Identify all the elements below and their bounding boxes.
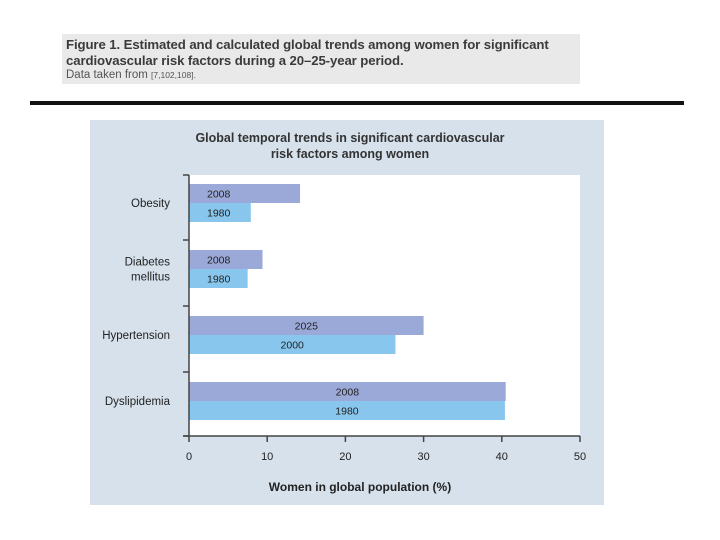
figure-caption-source: Data taken from [7,102,108]. <box>66 69 196 81</box>
category-label: mellitus <box>131 272 170 284</box>
chart-title-line-2: risk factors among women <box>270 147 430 161</box>
x-tick-label: 50 <box>574 451 586 463</box>
bar-diabetes-mellitus-1980 <box>189 269 248 288</box>
x-tick-label: 10 <box>261 451 273 463</box>
bar-year-label: 1980 <box>207 274 231 286</box>
category-label: Dyslipidemia <box>105 396 171 408</box>
bar-year-label: 2008 <box>207 189 231 201</box>
bar-dyslipidemia-1980 <box>189 401 505 420</box>
bar-hypertension-2000 <box>189 335 396 354</box>
bar-year-label: 1980 <box>207 208 231 220</box>
bar-obesity-2008 <box>189 184 301 203</box>
bar-chart: 2008 1980 Obesity 2008 1980 Diabetes mellitus 2… <box>102 174 586 463</box>
x-tick-label: 0 <box>186 451 192 463</box>
horizontal-divider <box>30 101 684 105</box>
bar-year-label: 2025 <box>295 321 319 333</box>
bar-diabetes-mellitus-2008 <box>189 250 263 269</box>
chart-title-line-1: Global temporal trends in significant ca… <box>195 131 505 145</box>
figure-caption-title: Figure 1. Estimated and calculated globa… <box>66 37 549 68</box>
bar-year-label: 2008 <box>207 255 231 267</box>
x-tick-label: 20 <box>339 451 351 463</box>
bar-year-label: 2000 <box>281 340 305 352</box>
category-label: Diabetes <box>125 257 171 269</box>
category-label: Obesity <box>131 198 170 210</box>
chart-panel: Global temporal trends in significant ca… <box>90 120 604 505</box>
x-axis-label: Women in global population (%) <box>268 480 452 494</box>
bar-year-label: 1980 <box>335 406 359 418</box>
bar-hypertension-2025 <box>189 316 424 335</box>
chart-title: Global temporal trends in significant ca… <box>180 120 520 162</box>
bar-obesity-1980 <box>189 203 251 222</box>
bar-dyslipidemia-2008 <box>189 382 506 401</box>
x-tick-label: 30 <box>417 451 429 463</box>
category-label: Hypertension <box>102 330 170 342</box>
caption-source-prefix: Data taken from <box>66 69 148 81</box>
x-tick-label: 40 <box>496 451 508 463</box>
figure-caption: Figure 1. Estimated and calculated globa… <box>62 34 580 84</box>
bar-year-label: 2008 <box>336 387 360 399</box>
caption-source-refs: [7,102,108]. <box>151 70 196 80</box>
